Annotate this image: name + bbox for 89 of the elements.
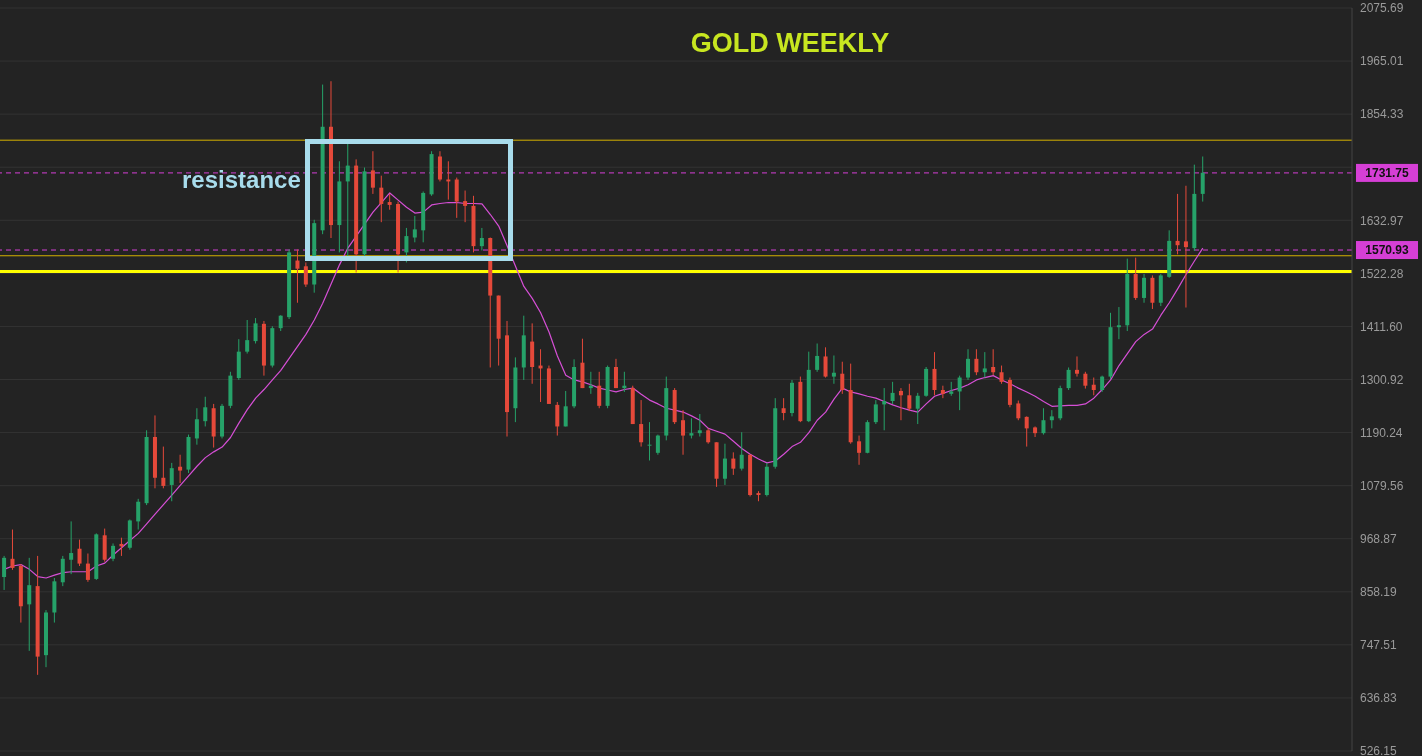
- y-tick-label: 1522.28: [1360, 266, 1404, 281]
- ref-line-label: 1731.75: [1365, 165, 1410, 180]
- y-tick-label: 1854.33: [1360, 107, 1404, 122]
- candlestick: [27, 557, 32, 652]
- candlestick: [597, 371, 602, 409]
- candlestick: [907, 383, 912, 412]
- candlestick: [253, 317, 258, 344]
- y-tick-label: 2075.69: [1360, 1, 1404, 16]
- y-tick-label: 858.19: [1360, 585, 1398, 600]
- candlestick: [194, 407, 199, 446]
- candlestick: [689, 417, 694, 439]
- candlestick: [731, 451, 736, 476]
- candlestick: [295, 249, 300, 304]
- candlestick: [69, 520, 74, 575]
- candlestick: [379, 175, 384, 223]
- candlestick: [882, 387, 887, 431]
- candlestick: [681, 409, 686, 456]
- candlestick: [831, 354, 836, 385]
- candlestick: [898, 387, 903, 421]
- candlestick: [722, 443, 727, 486]
- candlestick: [1024, 415, 1029, 448]
- candlestick: [873, 399, 878, 425]
- candlestick: [136, 498, 141, 531]
- candlestick: [781, 397, 786, 421]
- candlestick: [479, 227, 484, 251]
- candlestick: [739, 431, 744, 472]
- annotation: resistance: [182, 166, 301, 194]
- candlestick: [857, 435, 862, 466]
- candlestick: [178, 454, 183, 484]
- y-tick-label: 1300.92: [1360, 372, 1404, 387]
- y-tick-label: 968.87: [1360, 531, 1398, 546]
- candlestick: [2, 555, 7, 591]
- candlestick: [404, 227, 409, 263]
- y-tick-label: 1079.56: [1360, 478, 1404, 493]
- candlestick: [463, 190, 468, 223]
- y-tick-label: 636.83: [1360, 691, 1398, 706]
- candlestick: [77, 539, 82, 567]
- candlestick: [966, 348, 971, 381]
- candlestick: [823, 346, 828, 379]
- candlestick: [169, 462, 174, 502]
- candlestick: [932, 351, 937, 396]
- candlestick: [245, 319, 250, 355]
- ref-line-label: 1570.93: [1365, 243, 1410, 258]
- candlestick: [815, 343, 820, 373]
- y-tick-label: 747.51: [1360, 638, 1398, 653]
- candlestick: [647, 421, 652, 461]
- candlestick: [1116, 306, 1121, 340]
- y-tick-label: 1190.24: [1360, 425, 1403, 440]
- y-tick-label: 1632.97: [1360, 213, 1404, 228]
- candlestick: [999, 365, 1004, 385]
- candlestick: [639, 399, 644, 448]
- candlestick: [1049, 409, 1054, 429]
- candlestick: [203, 396, 208, 427]
- candlestick: [563, 390, 568, 427]
- candlestick: [697, 413, 702, 438]
- candlestick: [1033, 425, 1038, 438]
- y-tick-label: 1411.60: [1360, 319, 1403, 334]
- candlestick: [437, 150, 442, 182]
- candlestick: [974, 348, 979, 376]
- candlestick: [555, 401, 560, 437]
- candlestick: [60, 555, 65, 587]
- candlestick: [915, 392, 920, 425]
- candlestick: [1016, 400, 1021, 421]
- candlestick: [940, 385, 945, 399]
- text: GOLD WEEKLY: [689, 28, 891, 59]
- candlestick: [655, 434, 660, 456]
- candlestick: [10, 529, 15, 571]
- candlestick: [1041, 407, 1046, 436]
- candlestick: [1133, 257, 1138, 301]
- candlestick: [412, 215, 417, 243]
- candlestick: [840, 361, 845, 395]
- candlestick: [1200, 156, 1205, 203]
- candlestick: [991, 348, 996, 376]
- candlestick: [303, 261, 308, 288]
- candlestick: [982, 351, 987, 379]
- candlestick: [370, 150, 375, 195]
- candlestick: [957, 375, 962, 411]
- candlestick: [1074, 355, 1079, 378]
- candlestick: [1066, 366, 1071, 391]
- candlestick: [85, 553, 90, 583]
- y-tick-label: 526.15: [1360, 744, 1398, 756]
- y-tick-label: 1965.01: [1360, 54, 1404, 69]
- candlestick: [613, 358, 618, 389]
- candlestick: [1142, 273, 1147, 304]
- candlestick: [890, 381, 895, 405]
- candlestick: [454, 177, 459, 219]
- candlestick: [161, 446, 166, 489]
- candlestick: [1175, 193, 1180, 255]
- candlestick: [1183, 185, 1188, 309]
